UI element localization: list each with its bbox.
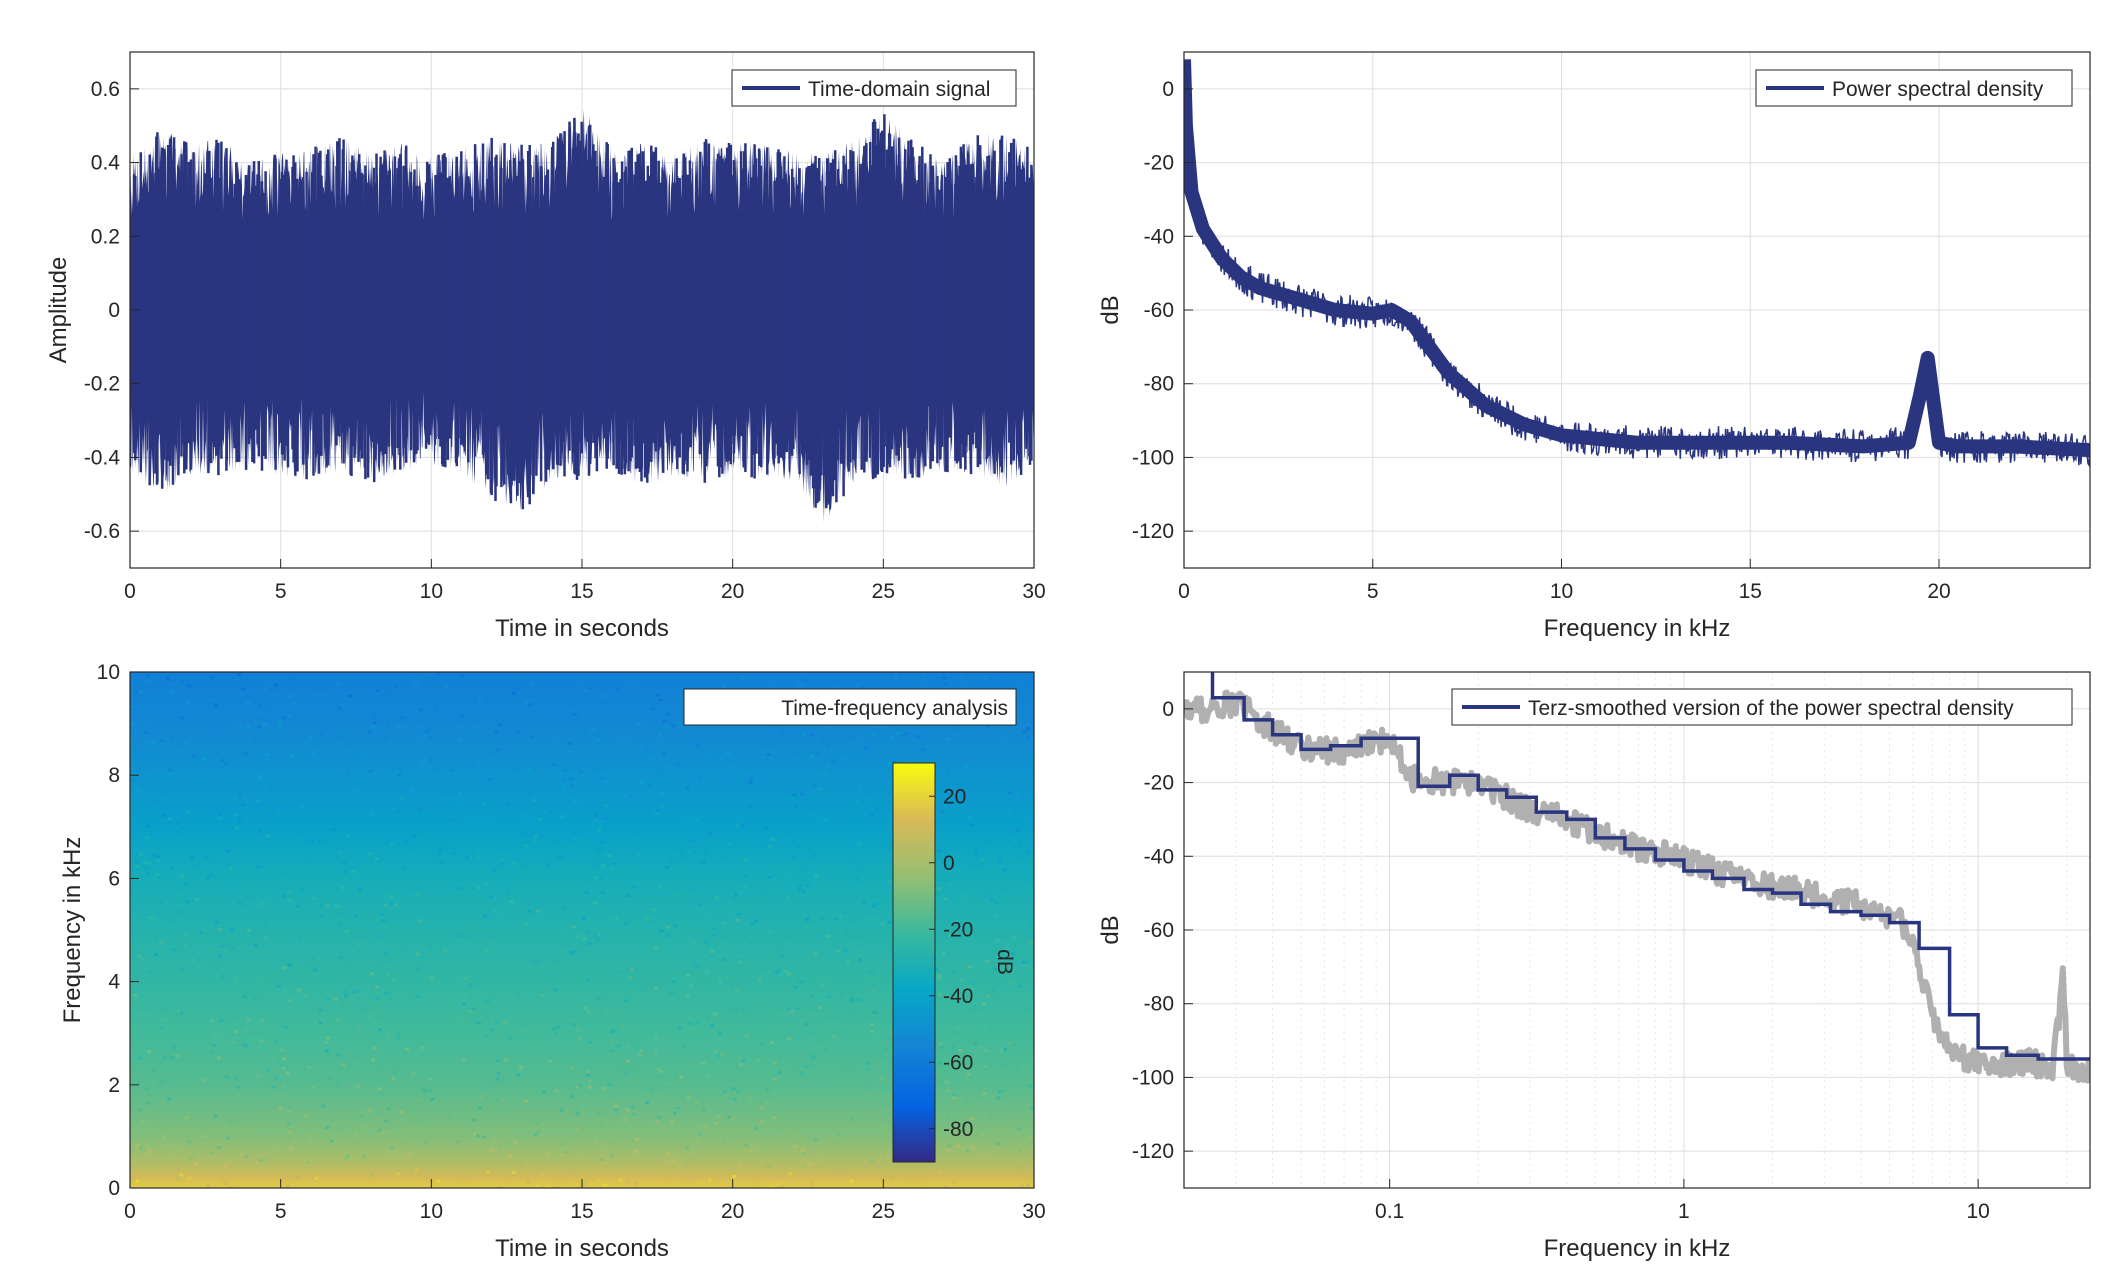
- legend-b: Power spectral density: [1755, 69, 2073, 107]
- psd-band: [1184, 59, 2090, 468]
- ytick-label: 0.2: [91, 225, 120, 248]
- panel-psd: 0 5 10 15 20 -120 -100 -80 -60 -40 -20 0 Frequency …: [1097, 51, 2091, 642]
- ytick-label: 8: [108, 764, 120, 787]
- xtick-label: 0: [1178, 580, 1190, 603]
- xtick-label: 20: [721, 1200, 744, 1223]
- xlabel-c: Time in seconds: [495, 1235, 669, 1262]
- legend-label-d: Terz-smoothed version of the power spect…: [1528, 697, 2014, 720]
- colorbar-tick-label: 0: [943, 852, 955, 875]
- xtick-label: 5: [275, 580, 287, 603]
- colorbar-tick-label: 20: [943, 785, 966, 808]
- xtick-label: 25: [872, 580, 895, 603]
- xtick-label: 15: [570, 580, 593, 603]
- xlabel-a: Time in seconds: [495, 615, 669, 642]
- ytick-label: 0: [108, 299, 120, 322]
- ytick-label: -20: [1144, 152, 1174, 175]
- colorbar-gradient: [892, 762, 936, 1163]
- spectrogram-image: [130, 672, 1034, 1188]
- ytick-label: -120: [1132, 1140, 1174, 1163]
- xtick-label: 15: [1739, 580, 1762, 603]
- ytick-label: -20: [1144, 772, 1174, 795]
- xtick-label: 0.1: [1375, 1200, 1404, 1223]
- ytick-label: -80: [1144, 993, 1174, 1016]
- panel-spectrogram: 0 5 10 15 20 25 30 0 2 4 6 8 10 Time in seconds Freq…: [59, 661, 1046, 1262]
- legend-box-c: [683, 688, 1017, 726]
- xtick-label: 10: [1966, 1200, 1989, 1223]
- ytick-label: -60: [1144, 919, 1174, 942]
- panel-terz: 0.1 1 10 -120 -100 -80 -60 -40 -20 0 Frequency in…: [1097, 671, 2091, 1262]
- xtick-label: 10: [420, 1200, 443, 1223]
- colorbar: -80 -60 -40 -20 0 20 dB: [892, 762, 1016, 1163]
- legend-d: Terz-smoothed version of the power spect…: [1451, 688, 2073, 726]
- xtick-label: 30: [1022, 1200, 1045, 1223]
- xlabel-b: Frequency in kHz: [1544, 615, 1731, 642]
- ticks-c: 0 5 10 15 20 25 30 0 2 4 6 8 10: [97, 661, 1046, 1223]
- xtick-label: 15: [570, 1200, 593, 1223]
- colorbar-ticks: -80 -60 -40 -20 0 20: [929, 785, 973, 1141]
- colorbar-tick-label: -80: [943, 1118, 973, 1141]
- xtick-label: 0: [124, 580, 136, 603]
- legend-label-c: Time-frequency analysis: [781, 697, 1008, 720]
- ytick-label: 4: [108, 971, 120, 994]
- ylabel-c: Frequency in kHz: [59, 837, 86, 1024]
- ticks-d: 0.1 1 10 -120 -100 -80 -60 -40 -20 0: [1132, 698, 1990, 1223]
- ytick-label: -60: [1144, 299, 1174, 322]
- ytick-label: 10: [97, 661, 120, 684]
- ytick-label: -40: [1144, 225, 1174, 248]
- xtick-label: 0: [124, 1200, 136, 1223]
- ytick-label: -0.6: [84, 520, 120, 543]
- legend-a: Time-domain signal: [731, 69, 1017, 107]
- colorbar-tick-label: -60: [943, 1051, 973, 1074]
- ytick-label: 0.6: [91, 78, 120, 101]
- ytick-label: 0: [1162, 698, 1174, 721]
- ylabel-b: dB: [1097, 295, 1124, 324]
- ticks-b: 0 5 10 15 20 -120 -100 -80 -60 -40 -20 0: [1132, 78, 1951, 603]
- waveform-spikes: [132, 114, 1033, 510]
- legend-c: Time-frequency analysis: [683, 688, 1017, 726]
- terz-step-line: [1210, 672, 2090, 1061]
- colorbar-tick-label: -40: [943, 985, 973, 1008]
- ytick-label: 0: [1162, 78, 1174, 101]
- colorbar-label: dB: [993, 949, 1016, 975]
- xtick-label: 30: [1022, 580, 1045, 603]
- xtick-label: 5: [275, 1200, 287, 1223]
- xlabel-d: Frequency in kHz: [1544, 1235, 1731, 1262]
- xtick-label: 10: [1550, 580, 1573, 603]
- ytick-label: 0: [108, 1177, 120, 1200]
- legend-label-b: Power spectral density: [1832, 78, 2044, 101]
- panel-time-domain: 0 5 10 15 20 25 30 -0.6 -0.4 -0.2 0 0.2 0.4 0.6 Time …: [45, 51, 1046, 642]
- ylabel-a: Amplitude: [45, 257, 72, 364]
- ytick-label: -0.2: [84, 373, 120, 396]
- ytick-label: -40: [1144, 845, 1174, 868]
- psd-jitter: [1184, 67, 2090, 468]
- legend-label-a: Time-domain signal: [808, 78, 990, 101]
- xtick-label: 10: [420, 580, 443, 603]
- xtick-label: 1: [1678, 1200, 1690, 1223]
- ytick-label: -100: [1132, 1066, 1174, 1089]
- ytick-label: 2: [108, 1074, 120, 1097]
- xtick-label: 20: [721, 580, 744, 603]
- ylabel-d: dB: [1097, 915, 1124, 944]
- legend-box-d: [1451, 688, 2073, 726]
- terz-plot: [1184, 672, 2090, 1084]
- xtick-label: 25: [872, 1200, 895, 1223]
- ytick-label: -100: [1132, 446, 1174, 469]
- colorbar-tick-label: -20: [943, 918, 973, 941]
- waveform-band: [130, 109, 1034, 524]
- ticks-a: 0 5 10 15 20 25 30 -0.6 -0.4 -0.2 0 0.2 0.4 0.6: [84, 78, 1046, 603]
- spectrogram-speckle: [130, 672, 1034, 1188]
- xtick-label: 20: [1927, 580, 1950, 603]
- ytick-label: -0.4: [84, 446, 121, 469]
- xtick-label: 5: [1367, 580, 1379, 603]
- ytick-label: 0.4: [91, 152, 121, 175]
- ytick-label: 6: [108, 867, 120, 890]
- ytick-label: -120: [1132, 520, 1174, 543]
- ytick-label: -80: [1144, 373, 1174, 396]
